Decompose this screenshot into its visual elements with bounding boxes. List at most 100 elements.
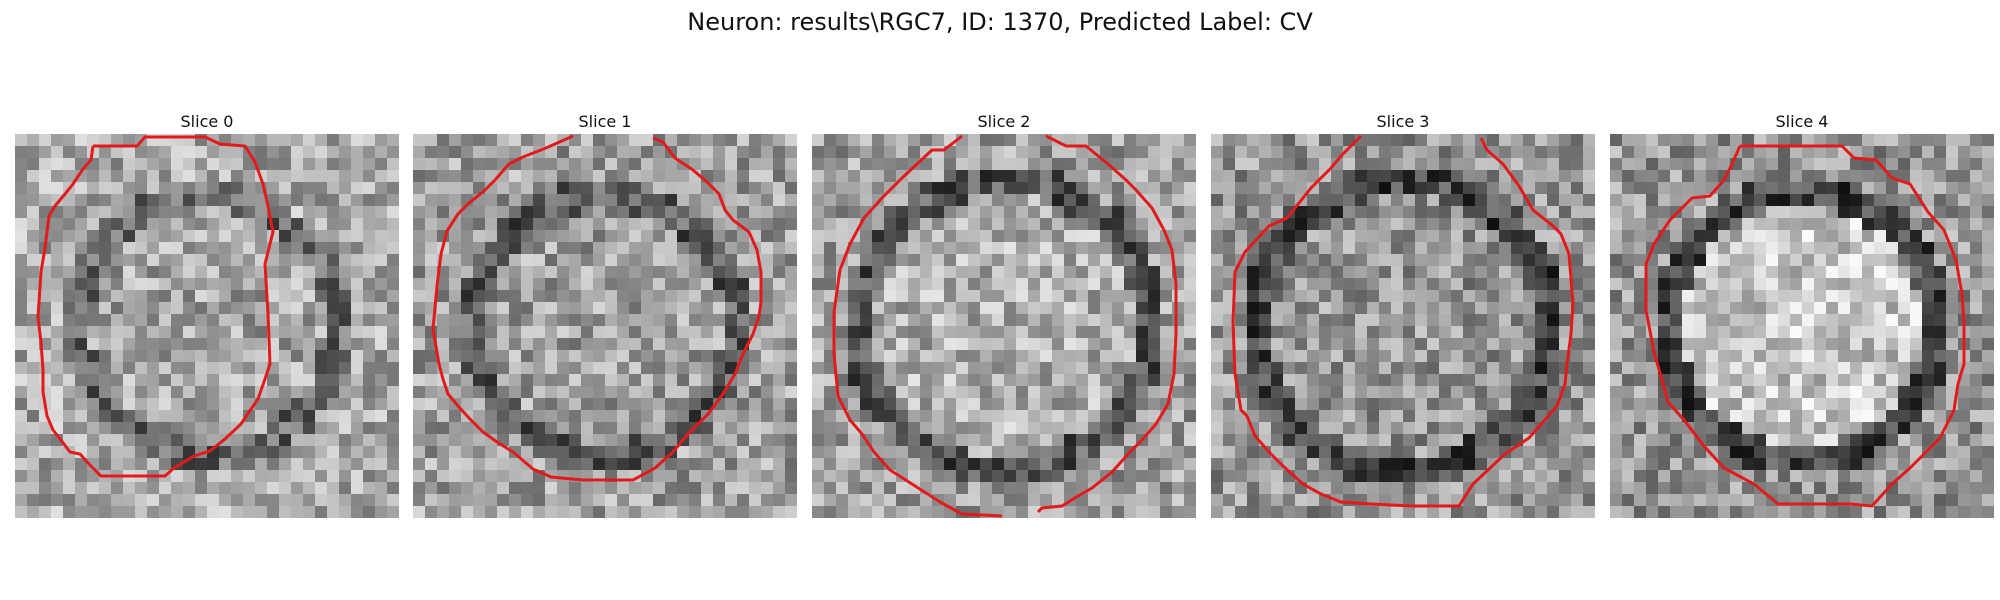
pixel bbox=[1682, 170, 1695, 183]
pixel bbox=[968, 398, 981, 411]
pixel bbox=[291, 230, 304, 243]
pixel bbox=[1706, 458, 1719, 471]
pixel bbox=[1367, 410, 1380, 423]
pixel bbox=[207, 362, 220, 375]
pixel bbox=[1862, 182, 1875, 195]
pixel bbox=[932, 398, 945, 411]
pixel bbox=[339, 350, 352, 363]
pixel bbox=[920, 422, 933, 435]
pixel bbox=[812, 218, 825, 231]
pixel bbox=[327, 278, 340, 291]
pixel bbox=[1970, 410, 1983, 423]
pixel bbox=[737, 506, 750, 518]
pixel bbox=[713, 134, 726, 147]
pixel bbox=[836, 314, 849, 327]
pixel bbox=[1295, 206, 1308, 219]
pixel bbox=[1403, 278, 1416, 291]
pixel bbox=[1946, 218, 1959, 231]
pixel bbox=[1718, 146, 1731, 159]
pixel bbox=[1826, 338, 1839, 351]
pixel bbox=[1379, 326, 1392, 339]
pixel bbox=[812, 146, 825, 159]
pixel bbox=[509, 242, 522, 255]
pixel bbox=[1802, 206, 1815, 219]
pixel bbox=[1451, 206, 1464, 219]
pixel bbox=[1463, 338, 1476, 351]
pixel bbox=[1958, 170, 1971, 183]
pixel bbox=[147, 182, 160, 195]
pixel bbox=[1283, 446, 1296, 459]
pixel bbox=[1319, 470, 1332, 483]
pixel bbox=[617, 326, 630, 339]
pixel bbox=[51, 410, 64, 423]
pixel bbox=[509, 230, 522, 243]
pixel bbox=[1682, 386, 1695, 399]
pixel bbox=[773, 206, 786, 219]
pixel bbox=[872, 410, 885, 423]
pixel bbox=[243, 458, 256, 471]
pixel bbox=[461, 470, 474, 483]
pixel bbox=[63, 338, 76, 351]
pixel bbox=[1826, 254, 1839, 267]
pixel bbox=[980, 410, 993, 423]
pixel bbox=[1559, 326, 1572, 339]
pixel bbox=[111, 434, 124, 447]
pixel bbox=[135, 278, 148, 291]
pixel bbox=[1487, 134, 1500, 147]
pixel bbox=[1874, 314, 1887, 327]
pixel bbox=[1670, 278, 1683, 291]
pixel bbox=[1670, 266, 1683, 279]
pixel bbox=[1259, 374, 1272, 387]
pixel bbox=[1439, 422, 1452, 435]
pixel bbox=[884, 362, 897, 375]
pixel bbox=[1742, 278, 1755, 291]
pixel bbox=[920, 506, 933, 518]
pixel bbox=[1124, 218, 1137, 231]
pixel bbox=[75, 266, 88, 279]
pixel bbox=[737, 434, 750, 447]
pixel bbox=[761, 290, 774, 303]
pixel bbox=[824, 446, 837, 459]
pixel bbox=[896, 458, 909, 471]
pixel bbox=[327, 314, 340, 327]
pixel bbox=[896, 158, 909, 171]
pixel bbox=[255, 218, 268, 231]
pixel bbox=[992, 278, 1005, 291]
pixel bbox=[1295, 230, 1308, 243]
pixel bbox=[1838, 146, 1851, 159]
pixel bbox=[533, 194, 546, 207]
pixel bbox=[425, 458, 438, 471]
pixel bbox=[387, 170, 399, 183]
pixel bbox=[1814, 170, 1827, 183]
pixel bbox=[1100, 446, 1113, 459]
pixel bbox=[557, 338, 570, 351]
pixel bbox=[1970, 434, 1983, 447]
pixel bbox=[387, 374, 399, 387]
pixel bbox=[1028, 410, 1041, 423]
pixel bbox=[509, 290, 522, 303]
pixel bbox=[1160, 446, 1173, 459]
pixel bbox=[1319, 194, 1332, 207]
pixel bbox=[159, 146, 172, 159]
pixel bbox=[375, 506, 388, 518]
pixel bbox=[932, 446, 945, 459]
pixel bbox=[1499, 278, 1512, 291]
pixel bbox=[1184, 410, 1196, 423]
pixel bbox=[908, 230, 921, 243]
pixel bbox=[1160, 350, 1173, 363]
pixel bbox=[848, 386, 861, 399]
pixel bbox=[1838, 182, 1851, 195]
pixel bbox=[1331, 194, 1344, 207]
pixel bbox=[1523, 470, 1536, 483]
pixel bbox=[701, 158, 714, 171]
pixel bbox=[315, 446, 328, 459]
pixel bbox=[605, 314, 618, 327]
pixel bbox=[569, 458, 582, 471]
pixel bbox=[339, 146, 352, 159]
pixel bbox=[749, 434, 762, 447]
pixel bbox=[1511, 194, 1524, 207]
pixel bbox=[1850, 242, 1863, 255]
pixel bbox=[1184, 494, 1196, 507]
pixel bbox=[75, 218, 88, 231]
pixel bbox=[1778, 242, 1791, 255]
